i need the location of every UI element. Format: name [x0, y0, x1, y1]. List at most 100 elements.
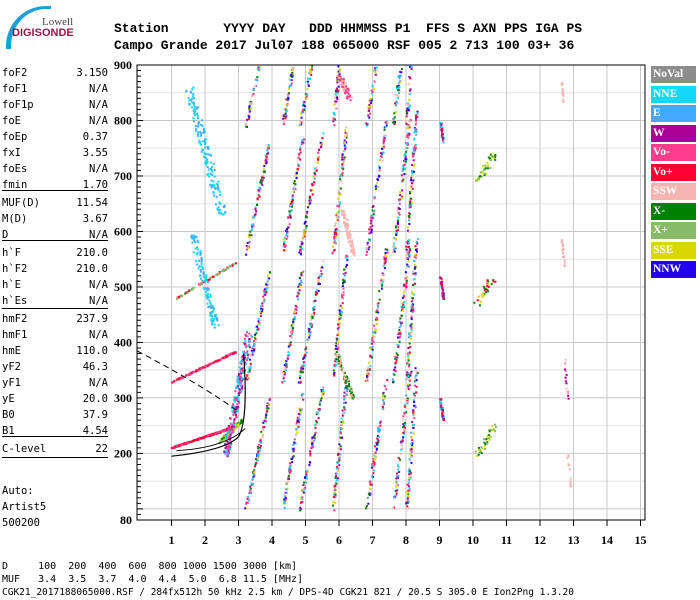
echo-point	[202, 436, 205, 439]
echo-point	[410, 444, 413, 447]
echo-point	[242, 378, 245, 381]
echo-point	[339, 431, 342, 434]
echo-point	[491, 429, 494, 432]
echo-point	[266, 149, 269, 152]
echo-point	[345, 263, 348, 266]
echo-point	[383, 257, 386, 260]
echo-point	[289, 464, 292, 467]
echo-point	[396, 468, 399, 471]
echo-point	[312, 314, 315, 317]
echo-point	[407, 132, 410, 135]
echo-point	[406, 133, 409, 136]
echo-point	[295, 171, 298, 174]
echo-point	[381, 404, 384, 407]
echo-point	[199, 270, 202, 273]
echo-point	[440, 277, 443, 280]
echo-point	[409, 455, 412, 458]
echo-point	[233, 410, 236, 413]
echo-point	[313, 424, 316, 427]
echo-point	[315, 413, 318, 416]
echo-point	[407, 102, 410, 105]
echo-point	[337, 190, 340, 193]
echo-point	[408, 487, 411, 490]
echo-point	[399, 332, 402, 335]
echo-point	[413, 146, 416, 149]
echo-point	[397, 464, 400, 467]
echo-point	[334, 493, 337, 496]
echo-point	[250, 491, 253, 494]
echo-point	[259, 444, 262, 447]
echo-point	[223, 212, 226, 215]
echo-point	[228, 448, 231, 451]
param-hf2: h`F2 210.0	[2, 263, 108, 279]
echo-point	[488, 430, 491, 433]
echo-point	[340, 436, 343, 439]
echo-point	[211, 323, 214, 326]
echo-point	[340, 81, 343, 84]
echo-point	[284, 237, 287, 240]
param-foep: foEp 0.37	[2, 131, 108, 147]
echo-point	[224, 436, 227, 439]
echo-point	[261, 170, 264, 173]
echo-point	[255, 458, 258, 461]
echo-point	[265, 420, 268, 423]
echo-point	[322, 393, 325, 396]
echo-point	[256, 197, 259, 200]
echo-point	[335, 95, 338, 98]
echo-point	[318, 401, 321, 404]
echo-point	[250, 354, 253, 357]
echo-point	[333, 233, 336, 236]
echo-point	[232, 430, 235, 433]
echo-point	[394, 121, 397, 124]
echo-point	[298, 153, 301, 156]
echo-point	[393, 250, 396, 253]
echo-point	[253, 214, 256, 217]
echo-point	[305, 470, 308, 473]
echo-point	[395, 361, 398, 364]
echo-point	[407, 83, 410, 86]
echo-point	[307, 77, 310, 80]
echo-point	[291, 200, 294, 203]
echo-point	[403, 153, 406, 156]
echo-point	[334, 477, 337, 480]
echo-point	[400, 71, 403, 74]
echo-point	[235, 386, 238, 389]
echo-point	[285, 234, 288, 237]
echo-point	[341, 79, 344, 82]
echo-point	[335, 353, 338, 356]
echo-point	[199, 143, 202, 146]
echo-point	[187, 97, 190, 100]
echo-point	[477, 448, 480, 451]
echo-point	[262, 295, 265, 298]
echo-point	[286, 357, 289, 360]
echo-point	[566, 393, 569, 396]
echo-point	[200, 260, 203, 263]
echo-point	[199, 269, 202, 272]
echo-point	[440, 283, 443, 286]
echo-point	[227, 430, 230, 433]
echo-point	[251, 483, 254, 486]
echo-point	[252, 88, 255, 91]
echo-point	[299, 158, 302, 161]
echo-point	[346, 256, 349, 259]
echo-point	[408, 125, 411, 128]
echo-point	[197, 123, 200, 126]
echo-point	[569, 482, 572, 485]
echo-point	[482, 285, 485, 288]
echo-point	[410, 314, 413, 317]
echo-point	[254, 208, 257, 211]
echo-point	[410, 308, 413, 311]
echo-point	[396, 482, 399, 485]
param-d: D N/A	[2, 229, 108, 245]
echo-point	[288, 211, 291, 214]
echo-point	[240, 421, 243, 424]
echo-point	[226, 432, 229, 435]
echo-point	[569, 477, 572, 480]
param-value: N/A	[89, 229, 108, 241]
echo-point	[414, 147, 417, 150]
echo-point	[345, 390, 348, 393]
echo-point	[207, 292, 210, 295]
echo-point	[213, 186, 216, 189]
echo-point	[405, 411, 408, 414]
echo-point	[369, 102, 372, 105]
